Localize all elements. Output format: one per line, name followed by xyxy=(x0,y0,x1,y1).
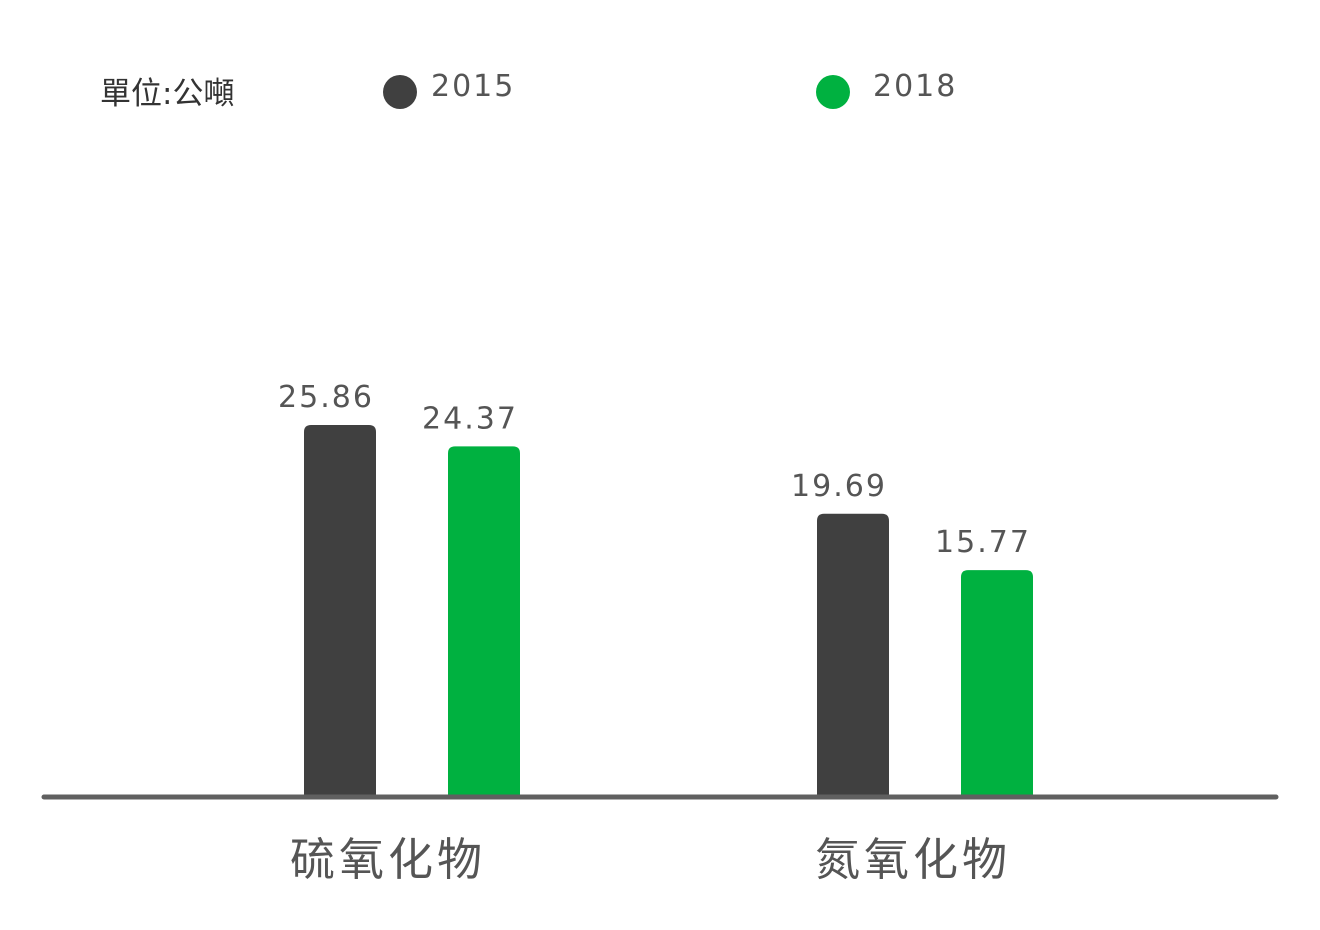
legend-label-2018: 2018 xyxy=(873,69,957,104)
bar-sulfur-oxides-2015 xyxy=(304,425,376,797)
value-label-sulfur-oxides-2018: 24.37 xyxy=(422,401,518,436)
legend-marker-2018 xyxy=(816,75,850,109)
value-label-nitrogen-oxides-2015: 19.69 xyxy=(791,469,887,504)
category-label-nitrogen-oxides: 氮氧化物 xyxy=(815,833,1011,886)
value-label-sulfur-oxides-2015: 25.86 xyxy=(278,380,374,415)
bar-sulfur-oxides-2018 xyxy=(448,446,520,797)
category-label-sulfur-oxides: 硫氧化物 xyxy=(290,833,486,886)
legend-label-2015: 2015 xyxy=(431,69,515,104)
value-label-nitrogen-oxides-2018: 15.77 xyxy=(935,525,1031,560)
legend-marker-2015 xyxy=(383,75,417,109)
unit-label: 單位:公噸 xyxy=(100,76,234,112)
bars-layer xyxy=(304,425,1033,797)
legend: 2015 2018 xyxy=(383,69,957,109)
bar-nitrogen-oxides-2018 xyxy=(961,570,1033,797)
value-labels-layer: 25.86 19.69 24.37 15.77 xyxy=(278,380,1031,560)
bar-nitrogen-oxides-2015 xyxy=(817,513,889,797)
